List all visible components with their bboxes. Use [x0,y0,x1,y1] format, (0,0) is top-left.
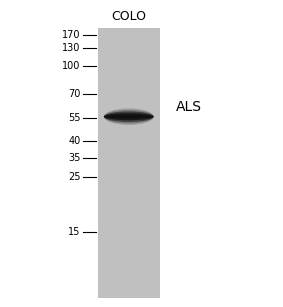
Text: 35: 35 [68,153,81,163]
Text: 130: 130 [62,43,81,52]
Ellipse shape [104,111,154,122]
Ellipse shape [104,108,154,125]
Text: 25: 25 [68,172,81,181]
Text: 170: 170 [62,30,81,40]
Text: 40: 40 [68,136,81,146]
Text: 15: 15 [68,227,81,237]
Text: 55: 55 [68,113,81,123]
Text: ALS: ALS [175,100,201,115]
Text: 70: 70 [68,89,81,99]
Text: COLO: COLO [111,10,146,23]
Text: 100: 100 [62,61,81,71]
Bar [98,28,160,298]
Ellipse shape [104,115,154,119]
Ellipse shape [104,110,154,124]
Ellipse shape [104,113,154,120]
